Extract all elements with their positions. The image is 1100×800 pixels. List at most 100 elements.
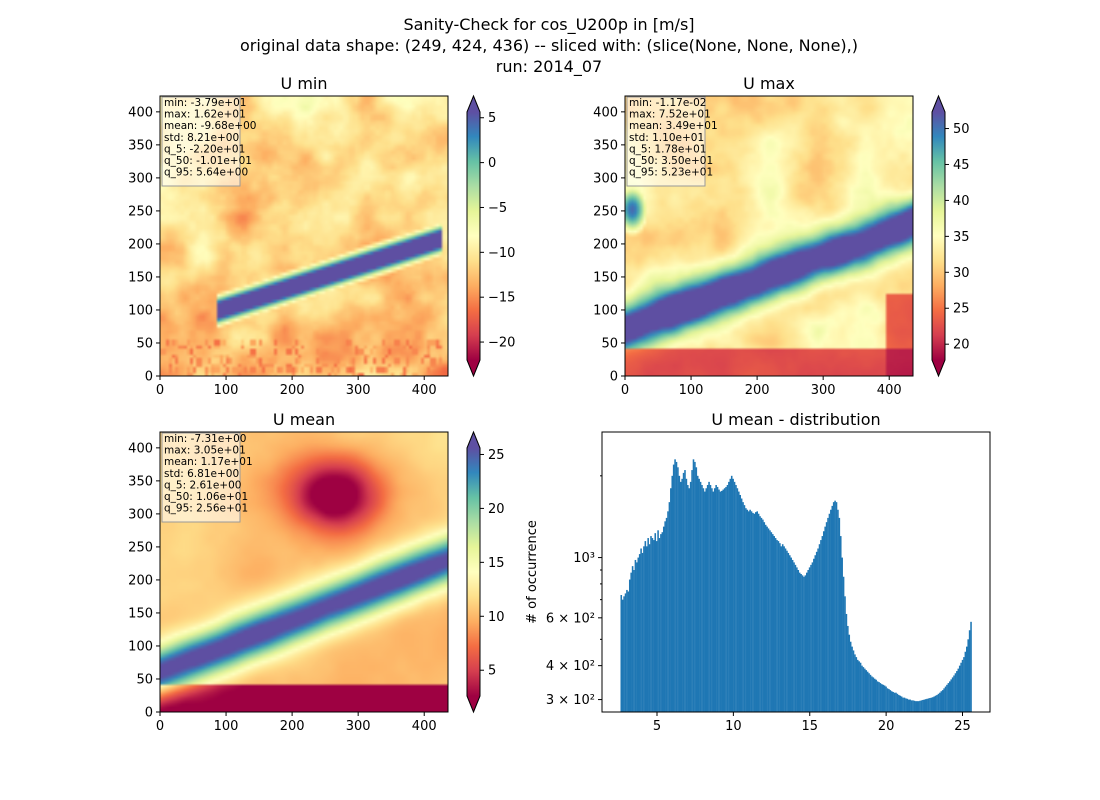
panel-u-max-stat-line: min: -1.17e-02 — [629, 97, 706, 109]
histogram-bar — [909, 699, 911, 712]
panel-u-mean-stat-line: q_95: 2.56e+01 — [164, 503, 248, 515]
histogram-bar — [801, 575, 804, 712]
panel-u-mean-stats-bg — [161, 432, 241, 523]
histogram-bar — [667, 511, 669, 712]
panel-u-max-ytick-label: 250 — [593, 204, 618, 219]
panel-u-mean-distribution-xtick-label: 15 — [801, 719, 818, 734]
panel-u-max-colorbar-tick-label: 30 — [953, 266, 970, 281]
histogram-bar — [779, 543, 781, 712]
histogram-bar — [817, 548, 819, 712]
histogram-bar — [898, 694, 900, 712]
histogram-bar — [788, 555, 791, 712]
histogram-bar — [841, 557, 843, 712]
histogram-bar — [704, 491, 706, 712]
histogram-bar — [740, 498, 743, 712]
histogram-bar — [633, 570, 635, 712]
panel-u-mean-colorbar: 25 20 15 10 5 — [466, 430, 505, 714]
panel-u-max-colorbar-tick-label: 45 — [953, 158, 970, 173]
histogram-bar — [678, 475, 681, 712]
histogram-bar — [895, 692, 897, 712]
histogram-bar — [682, 472, 685, 712]
panel-u-max-xtick-label: 400 — [877, 383, 902, 398]
histogram-bar — [722, 489, 725, 712]
histogram-bar — [805, 572, 808, 712]
histogram-bar — [855, 657, 858, 712]
histogram-bar — [736, 488, 739, 712]
histogram-bar — [824, 526, 826, 712]
panel-u-mean-colorbar-tick-label: 10 — [488, 610, 505, 625]
panel-u-mean-distribution-ytick-label: 10³ — [573, 551, 595, 566]
histogram-bar — [882, 684, 885, 712]
histogram-bar — [888, 689, 890, 712]
histogram-bar — [770, 532, 773, 712]
panel-u-mean-colorbar-extend-min — [467, 696, 480, 712]
histogram-bar — [640, 548, 642, 712]
histogram-bar — [621, 599, 624, 712]
panel-u-min-colorbar-fill — [467, 112, 480, 360]
panel-u-mean-ytick-label: 150 — [128, 606, 153, 621]
histogram-bar — [627, 591, 630, 712]
histogram-bar — [864, 668, 866, 712]
histogram-bar — [745, 508, 747, 712]
histogram-bar — [933, 696, 936, 712]
histogram-bar — [892, 691, 894, 712]
panel-u-min-ytick-label: 0 — [145, 370, 153, 385]
histogram-bar — [960, 662, 962, 712]
histogram-bar — [750, 511, 753, 712]
histogram-bar — [708, 481, 710, 712]
histogram-bar — [657, 530, 659, 712]
histogram-bar — [767, 528, 770, 712]
histogram-bar — [907, 699, 910, 712]
panel-u-mean-colorbar-fill — [467, 448, 480, 696]
histogram-bar — [743, 505, 746, 712]
panel-u-mean: U mean 0 100 200 300 400 0 50 100 150 200 250 300 350… — [128, 410, 504, 734]
panel-u-min-stat-line: q_50: -1.01e+01 — [164, 155, 252, 167]
histogram-bar — [729, 478, 732, 712]
panel-u-mean-colorbar-extend-max — [467, 432, 480, 448]
panel-u-mean-frame — [159, 431, 449, 713]
histogram-bar — [728, 481, 730, 712]
panel-u-min-ytick-label: 200 — [128, 237, 153, 252]
suptitle-line-1: Sanity-Check for cos_U200p in [m/s] — [403, 15, 694, 35]
panel-u-max-stats-bg — [626, 96, 706, 187]
histogram-bar — [648, 544, 651, 712]
panel-u-mean-distribution-ytick-label: 3 × 10² — [546, 693, 595, 708]
panel-u-mean-distribution-title: U mean - distribution — [711, 410, 880, 429]
panel-u-max-xtick-label: 200 — [745, 383, 770, 398]
histogram-bar — [912, 700, 914, 712]
panel-u-mean-xtick-label: 400 — [412, 719, 437, 734]
histogram-bar — [677, 467, 679, 712]
panel-u-min-stat-line: std: 8.21e+00 — [164, 132, 239, 144]
histogram-bar — [790, 557, 792, 712]
histogram-bar — [709, 485, 712, 712]
histogram-bar — [630, 572, 632, 712]
panel-u-min-colorbar-tick-label: −15 — [488, 291, 515, 306]
histogram-bar — [930, 697, 933, 712]
histogram-bar — [924, 699, 927, 712]
panel-u-min-xtick-label: 400 — [412, 383, 437, 398]
histogram-bar — [966, 646, 968, 712]
histogram-bar — [957, 668, 960, 712]
histogram-bar — [755, 512, 757, 712]
histogram-bar — [769, 530, 771, 712]
panel-u-max-ytick-label: 350 — [593, 138, 618, 153]
panel-u-max-colorbar: 50 45 40 35 30 25 20 — [931, 94, 970, 378]
panel-u-max-colorbar-tick-label: 40 — [953, 194, 970, 209]
panel-u-min-colorbar-tick-label: −5 — [488, 201, 507, 216]
histogram-bar — [803, 576, 805, 712]
histogram-bar — [742, 502, 744, 712]
histogram-bar — [903, 697, 906, 712]
histogram-bar — [766, 526, 768, 712]
histogram-bar — [893, 692, 896, 712]
histogram-bar — [859, 662, 862, 712]
histogram-bar — [827, 517, 829, 712]
panel-u-mean-stat-line: max: 3.05e+01 — [164, 445, 246, 457]
histogram-bar — [852, 650, 855, 712]
histogram-bar — [695, 467, 698, 712]
histogram-bar — [845, 613, 848, 712]
histogram-bar — [927, 698, 930, 712]
histogram-bar — [815, 551, 818, 712]
